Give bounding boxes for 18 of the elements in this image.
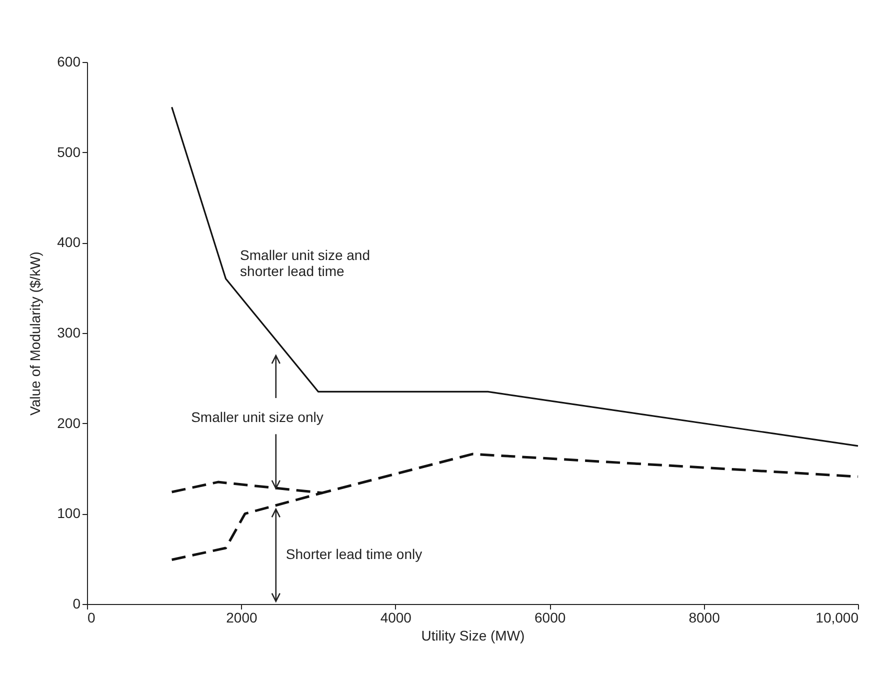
y-tick-label: 400: [57, 234, 81, 250]
x-tick-label: 2000: [226, 610, 258, 626]
y-tick-label: 300: [57, 324, 81, 340]
x-tick-label: 4000: [380, 610, 412, 626]
annotation: Smaller unit size only: [191, 408, 324, 425]
y-axis-title: Value of Modularity ($/kW): [27, 252, 44, 416]
y-tick-label: 0: [72, 596, 81, 612]
y-tick-label: 500: [57, 144, 81, 160]
annotation: Smaller unit size and shorter lead time: [240, 247, 370, 280]
y-tick-label: 100: [57, 505, 81, 522]
x-axis-title: Utility Size (MW): [421, 628, 525, 644]
x-tick-label: 10,000: [816, 610, 859, 626]
y-tick-label: 600: [57, 54, 81, 70]
x-tick-label: 8000: [688, 610, 720, 626]
annotation: Shorter lead time only: [286, 546, 422, 562]
x-tick-label: 6000: [534, 610, 566, 626]
x-tick-label: 0: [88, 610, 96, 626]
y-tick-label: 200: [57, 414, 81, 431]
